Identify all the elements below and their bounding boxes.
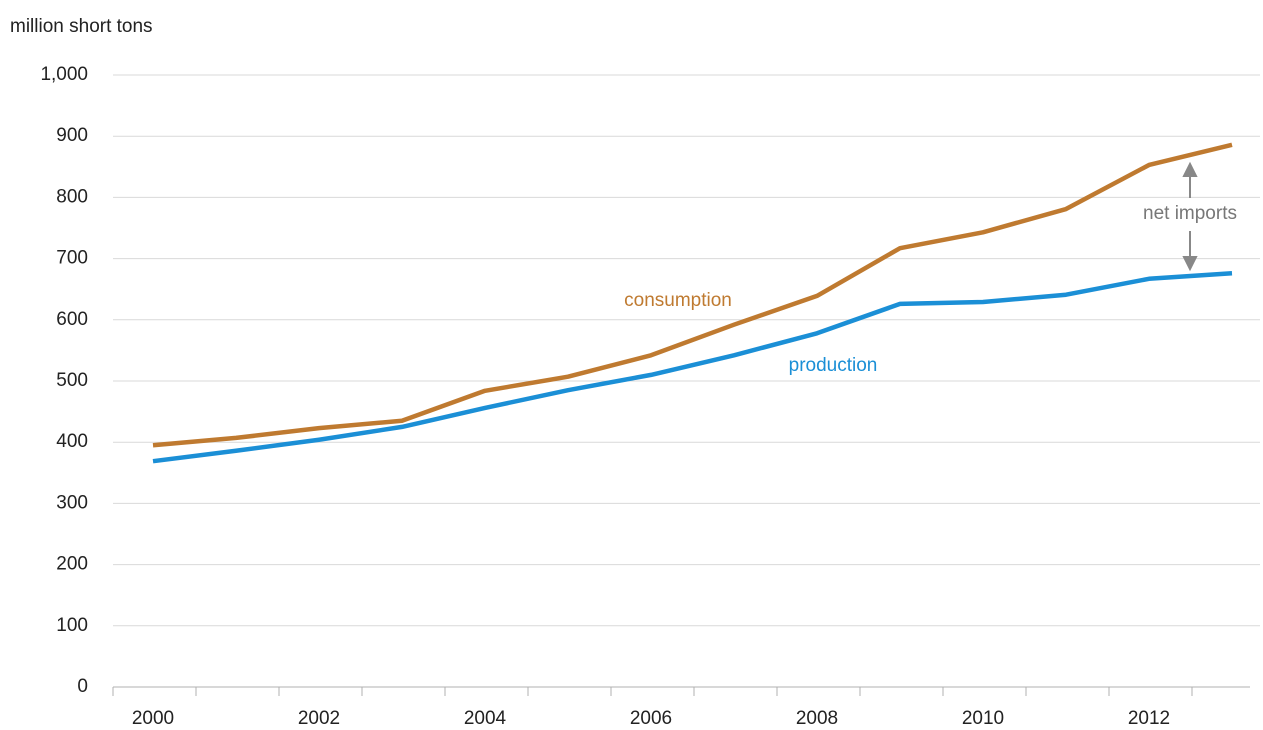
x-tick-label: 2008 — [796, 708, 838, 729]
y-tick-label: 100 — [56, 615, 88, 636]
y-tick-label: 700 — [56, 248, 88, 269]
line-series — [152, 271, 1233, 464]
y-tick-label: 500 — [56, 370, 88, 391]
x-tick-label: 2004 — [464, 708, 507, 729]
y-tick-label: 200 — [56, 554, 88, 575]
series-label: production — [789, 355, 878, 376]
y-tick-label: 0 — [77, 676, 88, 697]
annotation: net imports — [1143, 203, 1237, 224]
arrow-head — [1182, 161, 1198, 177]
x-tick-label: 2010 — [962, 708, 1004, 729]
y-tick-label: 800 — [56, 186, 88, 207]
x-tick-label: 2006 — [630, 708, 672, 729]
y-tick-label: 1,000 — [40, 64, 88, 85]
y-tick-label: 900 — [56, 125, 88, 146]
y-tick-label: 600 — [56, 309, 88, 330]
x-tick-label: 2002 — [298, 708, 340, 729]
arrow-head — [1182, 256, 1198, 272]
series-label: consumption — [624, 290, 732, 311]
annotation-arrows — [1182, 161, 1198, 272]
x-tick-label: 2012 — [1128, 708, 1170, 729]
y-tick-label: 300 — [56, 492, 88, 513]
line-series — [152, 142, 1233, 448]
y-tick-label: 400 — [56, 431, 88, 452]
y-axis-label: million short tons — [10, 16, 153, 37]
x-tick-label: 2000 — [132, 708, 174, 729]
